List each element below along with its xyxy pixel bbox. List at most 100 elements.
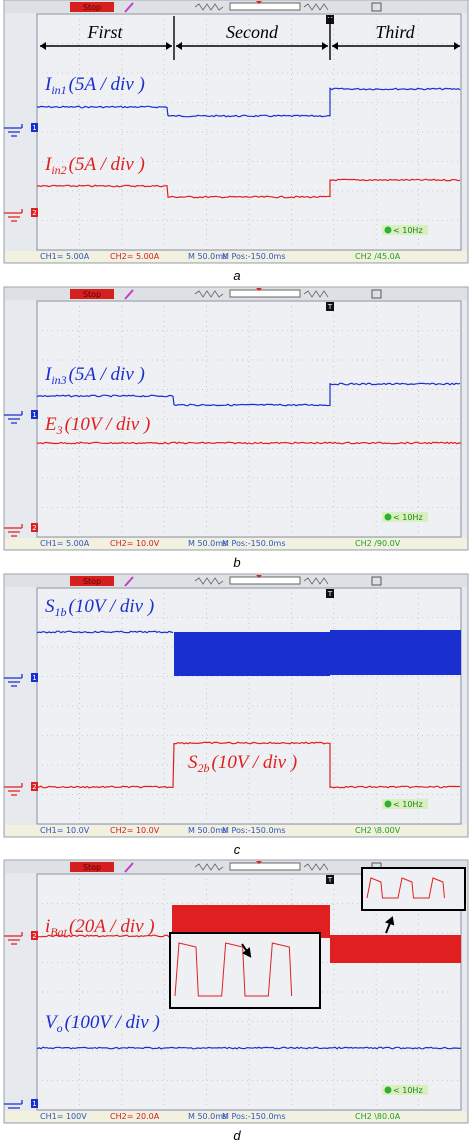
signal-subscript: in3 (51, 373, 66, 387)
signal-trace (36, 87, 461, 118)
signal-scale: (10V / div ) (212, 752, 298, 773)
channel-label: 1 (32, 124, 36, 132)
memory-wave (194, 3, 329, 11)
freq-box (382, 1085, 428, 1095)
channel-label: 2 (32, 932, 36, 940)
signal-trace (37, 934, 172, 938)
pointer-arrow (384, 916, 395, 934)
pen-icon (124, 2, 134, 13)
channel-box (31, 410, 38, 419)
footer-ch2: CH2= 5.00A (110, 252, 160, 261)
signal-label: E3 (10V / div ) (44, 414, 150, 437)
signal-subscript: 2b (198, 761, 210, 775)
signal-scale: (20A / div ) (69, 916, 155, 937)
channel-box (31, 673, 38, 682)
status-box (70, 862, 114, 872)
freq-box (382, 225, 428, 235)
freq-dot (384, 800, 392, 808)
signal-band (330, 935, 461, 963)
freq-box (382, 512, 428, 522)
caption: b (233, 555, 240, 570)
signal-label: Iin1 (5A / div ) (44, 74, 145, 97)
ground-symbol (4, 1100, 23, 1113)
footer-bar (5, 538, 467, 549)
channel-label: 2 (32, 783, 36, 791)
footer-position: M Pos:-150.0ms (222, 826, 286, 835)
footer-time: M 50.0ms (188, 539, 227, 548)
channel-box (31, 123, 38, 132)
signal-symbol: I (44, 364, 53, 385)
footer-ch2: CH2= 10.0V (110, 826, 160, 835)
signal-scale: (10V / div ) (69, 596, 155, 617)
status-box (70, 289, 114, 299)
footer-ch1: CH1= 5.00A (40, 252, 90, 261)
net-icon (371, 2, 382, 12)
status: Stop (83, 577, 101, 586)
signal-symbol: I (44, 74, 53, 95)
signal-symbol: i (45, 916, 50, 937)
signal-band (330, 630, 461, 675)
ground-symbol (4, 524, 23, 537)
status-box (70, 2, 114, 12)
footer-bar (5, 251, 467, 262)
signal-subscript: 1b (55, 605, 67, 619)
footer-ch1: CH1= 100V (40, 1112, 87, 1121)
scope-panel: Stop T 1 2 Iin3 (5A / div ) E3 (10V / div ) < 10… (3, 286, 469, 570)
trigger-marker-box (326, 302, 334, 311)
signal-label: S2b (10V / div ) (188, 752, 297, 775)
frequency: < 10Hz (393, 513, 423, 522)
status: Stop (83, 290, 101, 299)
scope-panel: StopT12Iin1(5A / div )Iin2(5A / div )Fir… (3, 0, 469, 283)
pointer-arrow (241, 943, 252, 958)
pen-icon (124, 862, 134, 873)
zoom-wave (174, 942, 293, 997)
channel-box (31, 523, 38, 532)
signal-subscript: o (57, 1021, 63, 1035)
channel-label: 1 (32, 674, 36, 682)
signal-symbol: V (45, 1012, 59, 1033)
frequency: < 10Hz (393, 800, 423, 809)
footer-position: M Pos:-150.0ms (222, 252, 286, 261)
region-label: First (86, 22, 123, 42)
zoom-wave (366, 877, 445, 899)
channel-box (31, 1099, 38, 1108)
signal-subscript: 3 (56, 423, 63, 437)
signal-symbol: I (44, 154, 53, 175)
channel-label: 2 (32, 524, 36, 532)
frequency: < 10Hz (393, 1086, 423, 1095)
footer-trigger: CH2 \8.00V (355, 826, 401, 835)
net-icon (371, 576, 382, 586)
net-icon (371, 289, 382, 299)
footer-trigger: CH2 /90.0V (355, 539, 401, 548)
trigger-marker: T (327, 303, 333, 311)
channel-box (31, 931, 38, 940)
footer-time: M 50.0ms (188, 252, 227, 261)
caption: a (233, 268, 240, 283)
region-label: Third (375, 22, 415, 42)
channel-box (31, 782, 38, 791)
footer-position: M Pos:-150.0ms (222, 539, 286, 548)
signal-symbol: S (188, 752, 198, 773)
trigger-marker-box (326, 589, 334, 598)
channel-label: 2 (32, 209, 36, 217)
footer-ch2: CH2= 10.0V (110, 539, 160, 548)
scope-panel: Stop T 1 2 iBat (20A / div ) Vo (100V / div ) < … (3, 859, 469, 1143)
signal-scale: (5A / div ) (69, 364, 145, 385)
signal-label: Iin3 (5A / div ) (44, 364, 145, 387)
trigger-marker: T (327, 590, 333, 598)
signal-trace (36, 178, 461, 199)
memory-bar (229, 576, 301, 585)
status-box (70, 576, 114, 586)
pen-icon (124, 576, 134, 587)
freq-box (382, 799, 428, 809)
footer-ch1: CH1= 10.0V (40, 826, 90, 835)
signal-label: Iin2 (5A / div ) (44, 154, 145, 177)
memory-bar (229, 2, 301, 11)
signal-scale: (5A / div ) (69, 154, 145, 175)
caption: d (233, 1128, 241, 1143)
trigger-pos (256, 1, 262, 4)
trigger-marker: T (327, 876, 333, 884)
footer-position: M Pos:-150.0ms (222, 1112, 286, 1121)
footer-ch2: CH2= 20.0A (110, 1112, 160, 1121)
